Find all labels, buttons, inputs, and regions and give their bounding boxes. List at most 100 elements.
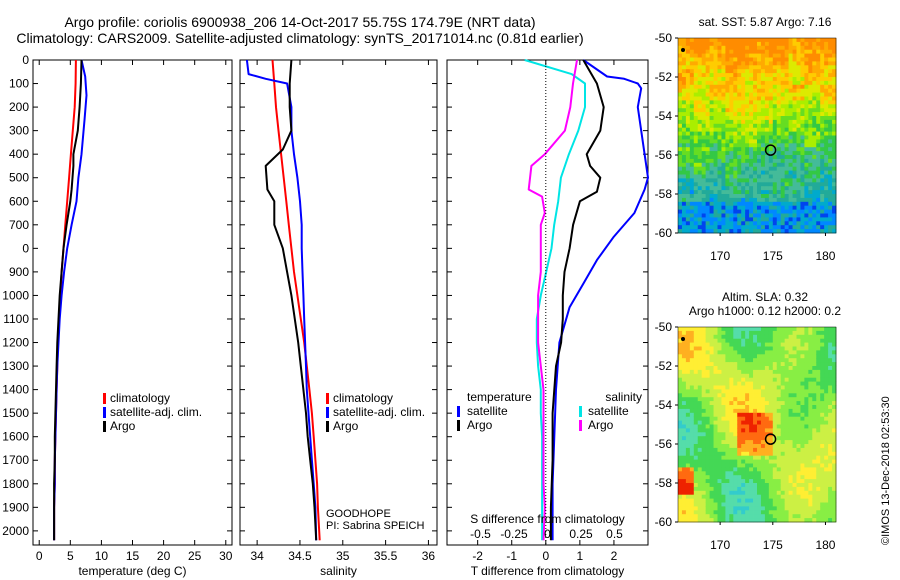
- map-cell: [800, 498, 805, 503]
- map-cell: [709, 494, 714, 499]
- map-cell: [741, 440, 746, 445]
- map-cell: [812, 69, 817, 74]
- map-cell: [745, 346, 750, 351]
- map-cell: [784, 182, 789, 187]
- map-cell: [792, 436, 797, 441]
- map-cell: [733, 346, 738, 351]
- map-cell: [824, 455, 829, 460]
- map-cell: [693, 65, 699, 70]
- map-cell: [713, 420, 718, 425]
- map-cell: [737, 494, 742, 499]
- map-cell: [757, 143, 762, 148]
- map-cell: [741, 205, 746, 210]
- map-cell: [697, 69, 703, 74]
- map-cell: [757, 61, 762, 66]
- map-cell: [808, 41, 813, 47]
- map-cell: [784, 440, 789, 445]
- map-cell: [768, 327, 774, 332]
- map-cell: [678, 69, 683, 74]
- map-cell: [768, 201, 774, 207]
- map-cell: [729, 506, 734, 511]
- map-cell: [757, 170, 762, 175]
- map-cell: [757, 73, 762, 78]
- map-cell: [812, 151, 817, 156]
- map-cell: [753, 444, 758, 449]
- map-cell: [792, 401, 797, 406]
- map-cell: [697, 366, 703, 371]
- map-cell: [749, 385, 754, 390]
- map-cell: [792, 108, 797, 113]
- map-cell: [820, 342, 825, 347]
- map-cell: [701, 108, 707, 113]
- map-cell: [788, 358, 793, 363]
- map-cell: [816, 366, 821, 371]
- map-cell: [832, 401, 837, 406]
- map-cell: [784, 389, 789, 394]
- map-cell: [693, 201, 699, 207]
- map-cell: [788, 369, 793, 375]
- map-cell: [820, 451, 825, 457]
- map-cell: [764, 327, 770, 332]
- map-cell: [816, 209, 821, 214]
- map-cell: [784, 174, 789, 179]
- map-cell: [812, 494, 817, 499]
- map-cell: [678, 209, 683, 214]
- map-cell: [804, 424, 809, 429]
- map-cell: [784, 123, 789, 129]
- map-cell: [800, 366, 805, 371]
- map-cell: [757, 385, 762, 390]
- map-cell: [713, 483, 718, 488]
- map-cell: [713, 162, 718, 168]
- legend-swatch: [579, 406, 582, 417]
- map-cell: [713, 221, 718, 226]
- map-cell: [693, 327, 699, 332]
- map-cell: [808, 197, 813, 203]
- map-cell: [729, 53, 734, 58]
- float-program: GOODHOPE: [326, 508, 391, 520]
- map-cell: [689, 354, 695, 359]
- map-cell: [729, 405, 734, 410]
- map-cell: [796, 490, 801, 496]
- map-cell: [760, 397, 766, 402]
- map-cell: [685, 490, 691, 496]
- map-cell: [800, 346, 805, 351]
- map-cell: [772, 490, 778, 496]
- map-cell: [741, 131, 746, 136]
- map-cell: [685, 162, 691, 168]
- map-cell: [784, 475, 789, 480]
- map-cell: [717, 123, 722, 129]
- map-cell: [737, 338, 742, 343]
- map-cell: [749, 451, 754, 457]
- map-cell: [681, 455, 687, 460]
- map-cell: [705, 510, 710, 515]
- map-cell: [792, 96, 797, 101]
- map-cell: [792, 80, 797, 86]
- map-cell: [709, 424, 714, 429]
- map-cell: [812, 385, 817, 390]
- map-cell: [780, 369, 786, 375]
- map-cell: [737, 92, 742, 97]
- map-cell: [812, 108, 817, 113]
- map-cell: [776, 147, 782, 152]
- map-cell: [701, 77, 707, 82]
- map-cell: [820, 338, 825, 343]
- map-cell: [737, 467, 742, 472]
- map-cell: [717, 57, 722, 62]
- map-cell: [764, 424, 770, 429]
- map-cell: [768, 119, 774, 125]
- map-cell: [768, 354, 774, 359]
- map-cell: [709, 178, 714, 183]
- map-cell: [780, 151, 786, 156]
- map-cell: [800, 459, 805, 464]
- map-cell: [776, 166, 782, 171]
- map-cell: [705, 475, 710, 480]
- map-cell: [796, 373, 801, 379]
- map-cell: [745, 393, 750, 398]
- map-cell: [749, 494, 754, 499]
- map-cell: [760, 506, 766, 511]
- map-cell: [709, 158, 714, 164]
- x-tick-label: 34: [250, 549, 264, 563]
- map-cell: [749, 338, 754, 343]
- map-cell: [705, 486, 710, 492]
- map-cell: [804, 194, 809, 199]
